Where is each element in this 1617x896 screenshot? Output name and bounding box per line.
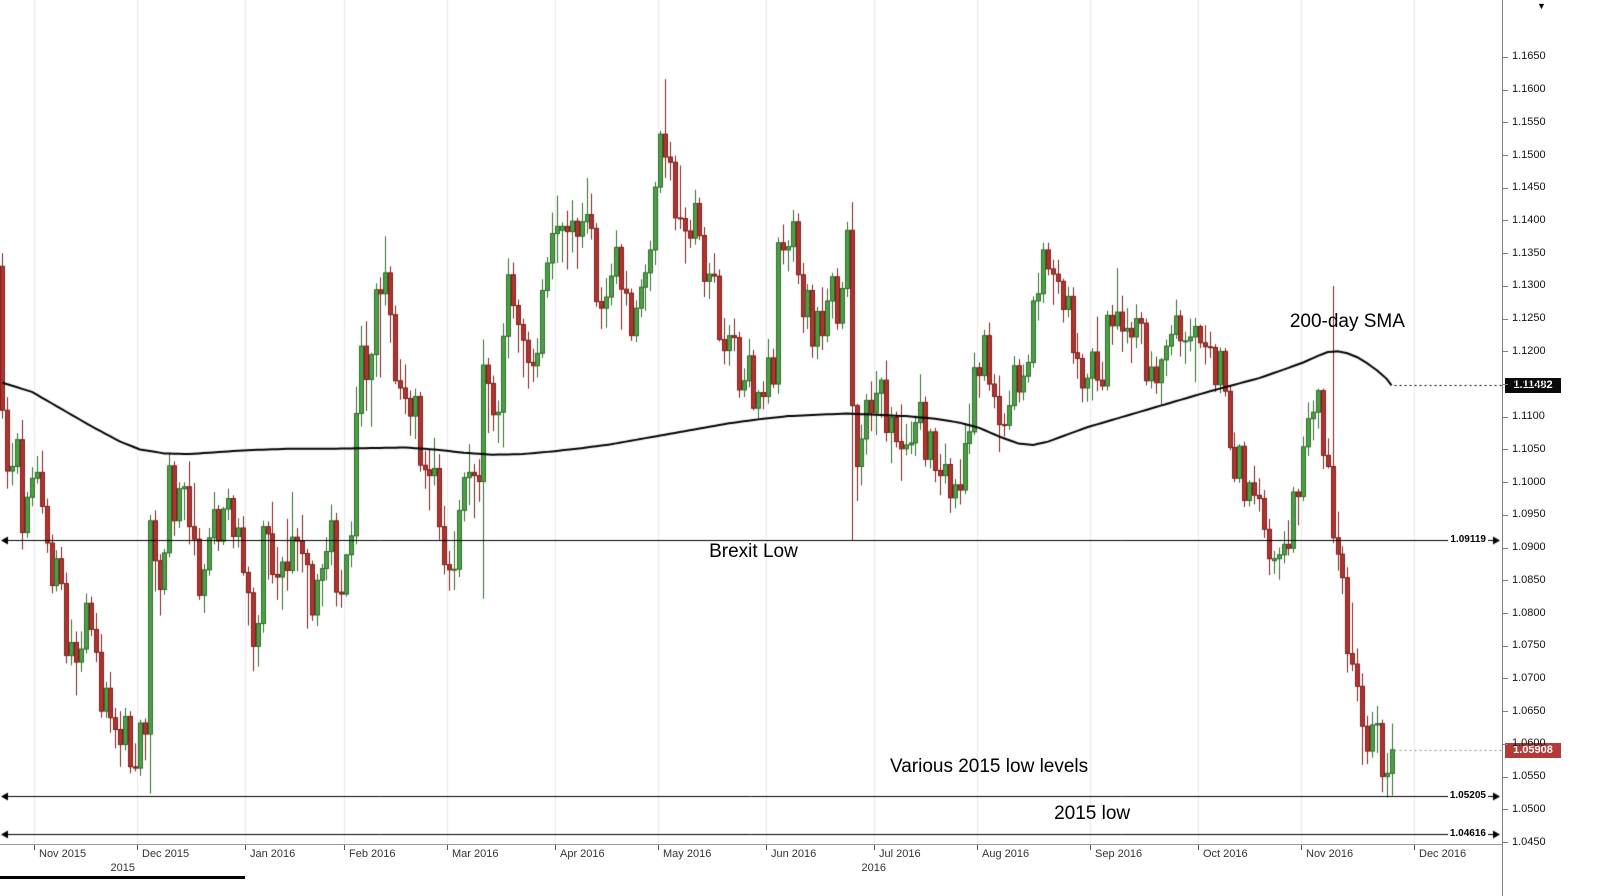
month-label: Aug 2016 xyxy=(982,848,1030,860)
h-scrollbar-thumb[interactable] xyxy=(0,876,246,879)
price-tick-mark xyxy=(1503,449,1508,450)
price-tick-mark xyxy=(1503,417,1508,418)
price-tick-mark xyxy=(1503,515,1508,516)
price-tick-mark xyxy=(1503,777,1508,778)
price-tick-mark xyxy=(1503,351,1508,352)
month-tick xyxy=(34,845,35,850)
price-tick-mark xyxy=(1503,220,1508,221)
month-tick xyxy=(1198,845,1199,850)
price-tick-label: 1.0800 xyxy=(1512,606,1546,619)
annotation-sma-label: 200-day SMA xyxy=(1289,310,1405,332)
price-tick-mark xyxy=(1503,613,1508,614)
month-label: Feb 2016 xyxy=(349,848,396,860)
month-tick xyxy=(874,845,875,850)
month-label: Nov 2016 xyxy=(1306,848,1354,860)
plot-area[interactable]: 200-day SMA Brexit Low Various 2015 low … xyxy=(0,0,1502,844)
year-label: 2015 xyxy=(110,862,135,874)
month-label: Jul 2016 xyxy=(879,848,921,860)
price-chart-canvas[interactable] xyxy=(0,0,1502,844)
month-label: Jun 2016 xyxy=(771,848,817,860)
month-label: Mar 2016 xyxy=(452,848,499,860)
price-tick-label: 1.0650 xyxy=(1512,704,1546,717)
price-tick-mark xyxy=(1503,90,1508,91)
price-tick-mark xyxy=(1503,188,1508,189)
month-tick xyxy=(344,845,345,850)
time-axis[interactable]: Nov 2015 Dec 2015 Jan 2016 Feb 2016 Mar 2016… xyxy=(0,844,1502,863)
month-label: Dec 2015 xyxy=(142,848,190,860)
price-tick-label: 1.0600 xyxy=(1512,737,1546,750)
month-tick xyxy=(245,845,246,850)
price-tick-mark xyxy=(1503,548,1508,549)
month-label: Nov 2015 xyxy=(39,848,87,860)
month-tick xyxy=(658,845,659,850)
price-tick-label: 1.1000 xyxy=(1512,475,1546,488)
price-tick-label: 1.0450 xyxy=(1512,835,1546,848)
price-tick-mark xyxy=(1503,678,1508,679)
price-tick-label: 1.0750 xyxy=(1512,639,1546,652)
price-tick-mark xyxy=(1503,580,1508,581)
price-tick-label: 1.1250 xyxy=(1512,312,1546,325)
annotation-various-2015-lows-label: Various 2015 low levels xyxy=(889,755,1089,777)
price-tick-mark xyxy=(1503,57,1508,58)
month-tick xyxy=(977,845,978,850)
month-tick xyxy=(137,845,138,850)
price-axis[interactable]: ▼ 1.11482 1.05908 1.1650 1.1600 1.1550 1.15… xyxy=(1502,0,1617,896)
month-label: Dec 2016 xyxy=(1419,848,1467,860)
price-tick-label: 1.1150 xyxy=(1512,377,1545,390)
price-tick-mark xyxy=(1503,253,1508,254)
month-label: Jan 2016 xyxy=(250,848,296,860)
axis-scroll-arrow-icon[interactable]: ▼ xyxy=(1537,1,1546,11)
price-tick-mark xyxy=(1503,384,1508,385)
price-tick-label: 1.0500 xyxy=(1512,802,1546,815)
price-tick-mark xyxy=(1503,122,1508,123)
year-label: 2016 xyxy=(861,862,886,874)
price-tick-label: 1.1550 xyxy=(1512,115,1546,128)
price-tick-label: 1.0950 xyxy=(1512,508,1546,521)
price-tick-label: 1.1600 xyxy=(1512,83,1546,96)
month-label: Apr 2016 xyxy=(560,848,605,860)
current-price-badge: 1.05908 xyxy=(1505,742,1561,758)
price-tick-mark xyxy=(1503,744,1508,745)
annotation-brexit-low-label: Brexit Low xyxy=(709,541,798,563)
sma-price-badge: 1.11482 xyxy=(1505,378,1561,394)
price-tick-mark xyxy=(1503,155,1508,156)
price-tick-label: 1.0850 xyxy=(1512,573,1546,586)
level-axis-label-various-2015-low-levels: 1.05205 xyxy=(1447,789,1488,802)
price-tick-label: 1.0550 xyxy=(1512,770,1546,783)
price-tick-label: 1.1400 xyxy=(1512,213,1546,226)
price-tick-mark xyxy=(1503,482,1508,483)
price-tick-label: 1.1350 xyxy=(1512,246,1546,259)
year-axis[interactable]: 2015 2016 xyxy=(0,862,1502,888)
price-tick-label: 1.1500 xyxy=(1512,148,1546,161)
month-tick xyxy=(555,845,556,850)
price-tick-label: 1.1300 xyxy=(1512,279,1546,292)
month-tick xyxy=(1301,845,1302,850)
price-tick-label: 1.1450 xyxy=(1512,181,1546,194)
price-tick-mark xyxy=(1503,711,1508,712)
month-tick xyxy=(447,845,448,850)
price-tick-label: 1.1650 xyxy=(1512,50,1546,63)
month-tick xyxy=(1414,845,1415,850)
price-tick-mark xyxy=(1503,842,1508,843)
price-tick-mark xyxy=(1503,319,1508,320)
level-axis-label-2015-low: 1.04616 xyxy=(1447,828,1488,841)
price-tick-label: 1.1050 xyxy=(1512,442,1546,455)
price-tick-mark xyxy=(1503,809,1508,810)
month-label: May 2016 xyxy=(663,848,712,860)
annotation-2015-low-label: 2015 low xyxy=(1054,802,1131,824)
month-label: Sep 2016 xyxy=(1095,848,1143,860)
month-tick xyxy=(1090,845,1091,850)
price-tick-label: 1.1200 xyxy=(1512,344,1546,357)
price-tick-label: 1.1100 xyxy=(1512,410,1545,423)
price-tick-mark xyxy=(1503,646,1508,647)
month-label: Oct 2016 xyxy=(1203,848,1248,860)
price-tick-label: 1.0900 xyxy=(1512,541,1546,554)
price-tick-label: 1.0700 xyxy=(1512,671,1546,684)
month-tick xyxy=(766,845,767,850)
level-axis-label-brexit-low: 1.09119 xyxy=(1448,533,1488,546)
price-tick-mark xyxy=(1503,286,1508,287)
